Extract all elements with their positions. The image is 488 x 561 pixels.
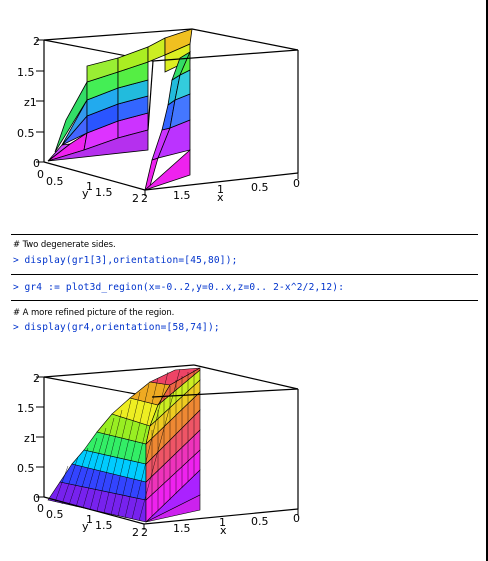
x-tick-0.5: 0.5: [251, 515, 269, 528]
input-prompt: >: [13, 322, 19, 333]
section-separator: [11, 274, 478, 275]
y-tick-0.5: 0.5: [46, 508, 64, 521]
z-tick-1.5: 1.5: [17, 66, 35, 79]
y-tick-1.5: 1.5: [95, 186, 113, 199]
plot-output-2[interactable]: 2 1.5 z1 0.5 0 0 0.5 1 y 1.5 2 2 1.5 1 x…: [0, 350, 488, 555]
x-tick-2: 2: [141, 526, 148, 539]
x-tick-1.5: 1.5: [173, 189, 191, 202]
y-tick-2: 2: [132, 526, 139, 539]
x-tick-0: 0: [293, 512, 300, 525]
x-tick-1: 1: [217, 183, 224, 196]
z-tick-0.5: 0.5: [17, 462, 35, 475]
y-tick-0.5: 0.5: [46, 175, 64, 188]
section-separator: [11, 234, 478, 235]
input-prompt: >: [13, 255, 19, 266]
x-tick-0: 0: [293, 177, 300, 190]
z-tick-0.5: 0.5: [17, 127, 35, 140]
comment-line: # Two degenerate sides.: [13, 240, 116, 250]
y-tick-1: 1: [86, 180, 93, 193]
y-tick-1.5: 1.5: [95, 519, 113, 532]
z-tick-0: 0: [33, 492, 40, 505]
y-tick-0: 0: [37, 168, 44, 181]
z-axis-label: z1: [24, 432, 37, 445]
z-tick-2: 2: [33, 372, 40, 385]
x-axis-label: x: [217, 191, 224, 204]
input-line[interactable]: > display(gr4,orientation=[58,74]);: [13, 322, 220, 333]
input-line[interactable]: > gr4 := plot3d_region(x=-0..2,y=0..x,z=…: [13, 282, 344, 293]
x-tick-1: 1: [219, 516, 226, 529]
z-tick-1.5: 1.5: [17, 402, 35, 415]
x-axis-label: x: [220, 524, 227, 537]
command-text[interactable]: gr4 := plot3d_region(x=-0..2,y=0..x,z=0.…: [24, 282, 345, 293]
y-axis-label: y: [82, 520, 89, 533]
command-text[interactable]: display(gr1[3],orientation=[45,80]);: [24, 255, 238, 266]
x-tick-0.5: 0.5: [251, 181, 269, 194]
x-tick-2: 2: [141, 192, 148, 205]
section-separator: [11, 300, 478, 301]
input-prompt: >: [13, 282, 19, 293]
input-line[interactable]: > display(gr1[3],orientation=[45,80]);: [13, 255, 238, 266]
plot-output-1[interactable]: 2 1.5 z1 0.5 0 0 0.5 1 y 1.5 2 2 1.5 1 x…: [0, 0, 488, 212]
window-right-border: [486, 0, 488, 561]
y-axis-label: y: [82, 187, 89, 200]
command-text[interactable]: display(gr4,orientation=[58,74]);: [24, 322, 220, 333]
z-axis-label: z1: [24, 96, 37, 109]
y-tick-2: 2: [132, 192, 139, 205]
z-tick-2: 2: [33, 35, 40, 48]
z-tick-0: 0: [33, 157, 40, 170]
x-tick-1.5: 1.5: [173, 522, 191, 535]
y-tick-0: 0: [37, 502, 44, 515]
comment-line: # A more refined picture of the region.: [13, 308, 175, 318]
y-tick-1: 1: [86, 513, 93, 526]
